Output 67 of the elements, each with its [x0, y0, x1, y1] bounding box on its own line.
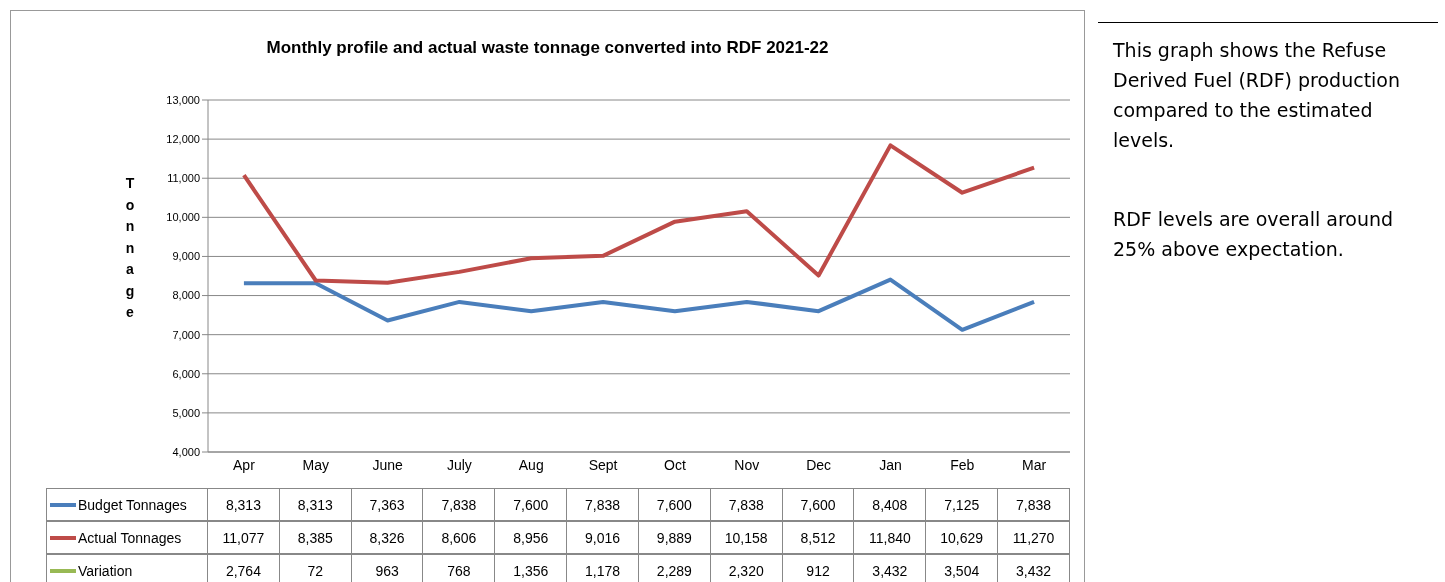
x-tick-label: Feb [950, 456, 975, 473]
x-tick-label: Mar [1022, 456, 1047, 473]
data-label: 8,313 [279, 488, 352, 521]
data-label: 11,077 [208, 521, 280, 554]
data-label: 8,956 [495, 521, 568, 554]
text: This graph shows the Refuse Derived Fuel (RDF) production compared to the estimated levels. [1113, 38, 1402, 153]
data-label: 7,838 [567, 488, 639, 521]
x-tick-label: Jan [879, 456, 902, 473]
line-series [241, 277, 1037, 332]
data-label: 8,512 [782, 521, 855, 554]
text: 72 [307, 562, 324, 579]
text: 3,504 [944, 562, 980, 579]
x-tick-label: Aug [518, 456, 544, 473]
chart-title: Monthly profile and actual waste tonnage converted into RDF 2021-22 [265, 38, 830, 58]
data-label: 7,363 [351, 488, 424, 521]
x-tick-label: Dec [806, 456, 832, 473]
data-label: 8,408 [854, 488, 927, 521]
text: 963 [375, 562, 399, 579]
y-tick-label: 13,000 [166, 93, 200, 106]
x-tick-label: Apr [233, 456, 256, 473]
data-label: 7,838 [423, 488, 496, 521]
legend-label: Budget Tonnages [78, 496, 187, 513]
x-tick-label: June [372, 456, 403, 473]
text: RDF levels are overall around 25% above expectation. [1113, 207, 1395, 262]
y-tick-label: 4,000 [172, 445, 200, 458]
text: 768 [447, 562, 471, 579]
line-series [241, 143, 1037, 285]
x-tick-label: Oct [664, 456, 686, 473]
x-tick-label: Sept [588, 456, 618, 473]
data-label: 10,158 [710, 521, 783, 554]
y-axis-title: Tonnage [124, 174, 136, 322]
data-label: 7,600 [638, 488, 711, 521]
data-label: 7,838 [710, 488, 783, 521]
legend-label: Actual Tonnages [78, 529, 182, 546]
data-label: 7,838 [998, 488, 1070, 521]
text: 912 [806, 562, 830, 579]
data-label: 8,385 [279, 521, 352, 554]
data-label: 8,313 [208, 488, 280, 521]
y-tick-label: 12,000 [166, 133, 200, 146]
text: 1,178 [585, 562, 621, 579]
data-label: 8,606 [423, 521, 496, 554]
data-label: 9,016 [567, 521, 639, 554]
x-tick-label: May [302, 456, 329, 473]
data-label: 9,889 [638, 521, 711, 554]
text: 1,356 [513, 562, 549, 579]
text: 3,432 [872, 562, 908, 579]
data-label: 7,600 [495, 488, 568, 521]
y-tick-label: 5,000 [172, 406, 200, 419]
data-label: 7,125 [926, 488, 999, 521]
text: 3,432 [1016, 562, 1052, 579]
y-tick-label: 10,000 [166, 211, 200, 224]
y-tick-label: 7,000 [172, 328, 200, 341]
legend-label: Variation [78, 562, 133, 579]
data-label: 11,270 [998, 521, 1070, 554]
data-label: 7,600 [782, 488, 855, 521]
data-label: 11,840 [854, 521, 927, 554]
x-tick-label: July [446, 456, 472, 473]
y-tick-label: 6,000 [172, 367, 200, 380]
y-tick-label: 11,000 [167, 172, 200, 185]
y-tick-label: 9,000 [172, 250, 200, 263]
data-label: 10,629 [926, 521, 999, 554]
text: 2,320 [728, 562, 764, 579]
data-label: 8,326 [351, 521, 424, 554]
y-tick-label: 8,000 [172, 289, 200, 302]
text: 2,764 [225, 562, 261, 579]
text: 2,289 [656, 562, 692, 579]
x-tick-label: Nov [734, 456, 760, 473]
